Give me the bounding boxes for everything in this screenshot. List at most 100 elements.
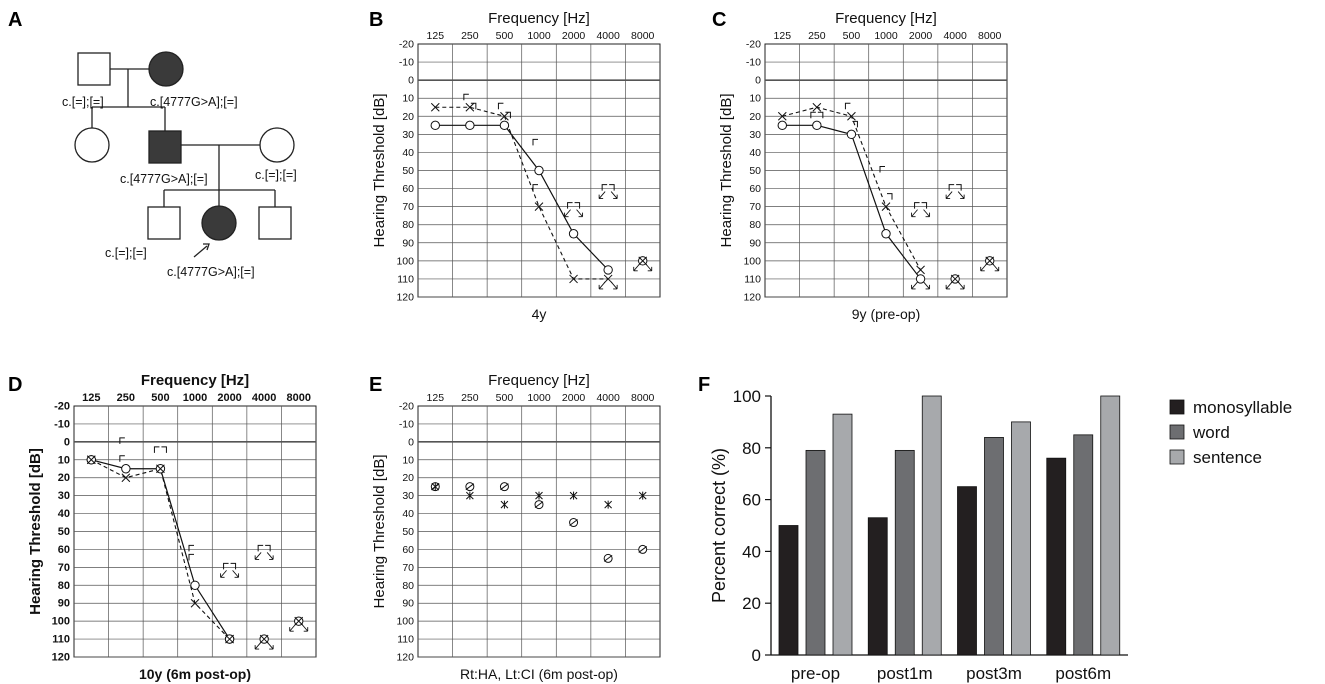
aided-left-marker [569,491,578,500]
genotype-father: c.[4777G>A];[=] [120,172,208,186]
x-tick-label: 500 [843,30,861,42]
y-tick-label: -10 [399,57,414,69]
y-tick-label: 0 [408,75,414,87]
y-tick-label: 80 [742,439,761,458]
x-tick-label: 4000 [943,30,967,42]
x-tick-label: 250 [808,30,826,42]
overlap-cross [950,274,960,284]
x-tick-label: post3m [966,664,1022,683]
audiogram-b: -20 -10 0 10 20 30 40 50 60 70 80 90 100 110 120 125 250… [371,10,661,322]
bone-conduction-right-marker [265,544,271,552]
y-tick-label: 70 [58,562,70,574]
y-tick-label: 50 [402,165,414,177]
y-tick-label: 30 [402,129,414,141]
x-tick-label: 2000 [217,392,241,404]
bone-conduction-left-marker [532,184,538,191]
x-axis-title: Frequency [Hz] [488,10,590,27]
bone-conduction-right-marker [852,120,858,128]
aided-left-marker [466,491,474,500]
y-tick-label: 90 [749,237,761,249]
right-ear-air-line [782,124,922,280]
bar-monosyllable [867,517,888,656]
x-tick-label: 1000 [183,392,207,404]
aided-right-slash [638,546,648,553]
y-tick-label: 10 [402,454,414,466]
panel-letter-e: E [369,374,382,396]
right-ear-air-marker [603,265,613,275]
aided-right-slash [500,483,509,491]
y-tick-label: 50 [402,526,414,538]
audiogram-caption: 9y (pre-op) [852,306,920,322]
x-tick-label: 4000 [252,392,276,404]
x-tick-label: 2000 [909,30,933,42]
right-ear-air-marker [430,120,440,131]
grandfather-symbol [77,52,111,86]
right-ear-air-marker [777,120,787,131]
y-tick-label: 70 [402,201,414,213]
bone-conduction-left-marker [119,437,125,444]
bone-conduction-left-marker [601,184,608,191]
left-ear-air-marker [156,464,165,474]
x-tick-label: pre-op [791,664,840,683]
bone-conduction-right-marker [505,111,511,119]
bone-conduction-left-marker [119,455,125,462]
mother-symbol [259,127,295,163]
y-axis-title: Hearing Threshold [dB] [718,94,735,248]
y-tick-label: 90 [402,598,414,610]
right-ear-air-marker [499,120,510,131]
bone-conduction-right-marker [574,202,581,209]
y-tick-label: -10 [399,418,414,430]
y-tick-label: 110 [397,634,414,646]
x-axis-title: Frequency [Hz] [488,372,590,389]
overlap-cross [86,455,96,465]
y-tick-label: 70 [749,201,761,213]
right-ear-air-marker [846,129,857,140]
no-response-arrow [289,623,309,632]
bone-conduction-right-marker [956,184,962,191]
right-ear-air-marker [121,464,131,474]
bar-word [894,449,915,656]
x-tick-label: 4000 [596,392,620,404]
x-tick-label: 250 [461,30,479,42]
bone-conduction-left-marker [810,111,816,119]
no-response-arrow [564,209,584,218]
y-tick-label: 20 [749,111,761,123]
bone-conduction-left-marker [844,102,851,110]
no-response-arrow [598,191,618,200]
y-tick-label: 50 [58,526,70,538]
y-tick-label: 80 [749,219,761,231]
no-response-arrow [945,281,965,290]
legend-label: sentence [1193,448,1262,467]
audiogram-e: -20 -10 0 10 20 30 40 50 60 70 80 90 100 110 120 125 250… [371,372,661,682]
left-ear-air-marker [847,111,856,121]
x-tick-label: 2000 [562,392,586,404]
bar-monosyllable [957,486,977,656]
y-tick-label: 30 [58,490,70,502]
left-ear-air-marker [603,274,613,284]
y-tick-label: -20 [399,401,414,413]
genotype-brother: c.[=];[=] [105,246,147,260]
y-tick-label: 60 [402,183,414,195]
aided-left-marker [500,500,509,509]
y-tick-label: 0 [755,75,761,87]
bone-conduction-left-marker [257,544,264,552]
aunt-symbol [74,127,110,163]
aided-right-slash [569,519,578,526]
x-tick-label: 8000 [286,392,310,404]
y-tick-label: 120 [396,652,414,664]
overlap-cross [225,634,234,644]
y-tick-label: 90 [402,237,414,249]
overlap-cross [985,256,995,266]
bone-conduction-left-marker [223,562,229,570]
audiogram-caption: Rt:HA, Lt:CI (6m post-op) [460,666,618,682]
y-tick-label: -20 [399,39,414,51]
y-tick-label: 30 [749,129,761,141]
proband-arrow-shaft [193,245,208,258]
y-tick-label: 100 [396,255,414,267]
no-response-arrow [598,281,618,290]
brother-symbol [147,206,181,240]
y-tick-label: 100 [396,616,414,628]
bone-conduction-right-marker [470,102,477,110]
left-ear-air-marker [465,102,475,112]
